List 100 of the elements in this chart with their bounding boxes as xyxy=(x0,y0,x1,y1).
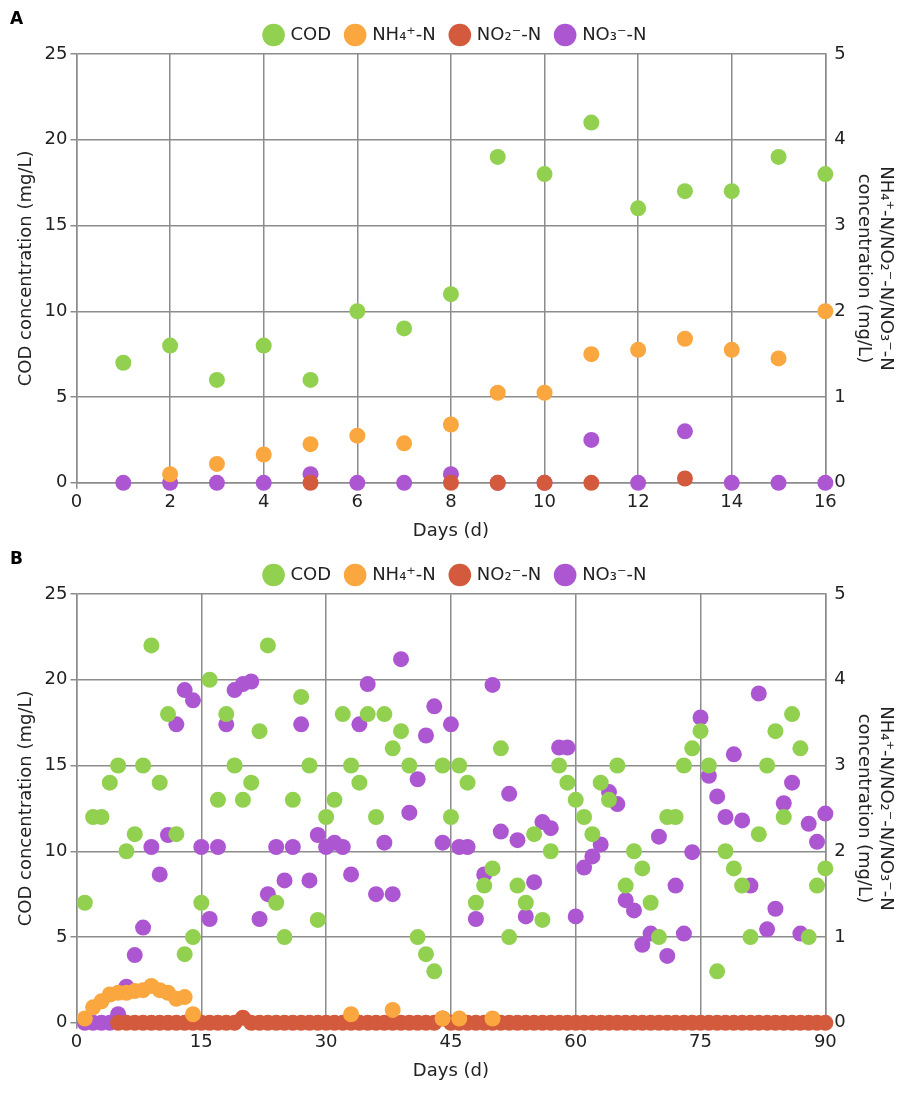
point xyxy=(208,474,225,491)
x-axis-title: Days (d) xyxy=(412,518,489,540)
point xyxy=(583,474,600,491)
point xyxy=(817,303,834,320)
point xyxy=(583,114,600,131)
point xyxy=(343,1006,360,1023)
y2-tick-label: 0 xyxy=(834,1010,846,1032)
y2-tick-label: 2 xyxy=(834,838,846,860)
x-tick-label: 6 xyxy=(351,490,364,512)
point xyxy=(162,337,179,354)
point xyxy=(396,435,413,452)
point xyxy=(302,474,319,491)
y2-axis-title: NH₄⁺-N/NO₂⁻-N/NO₃⁻-N concentration (mg/L) xyxy=(854,166,898,371)
point xyxy=(770,148,787,165)
y2-tick-label: 3 xyxy=(834,213,846,235)
x-tick-label: 14 xyxy=(720,490,744,512)
x-tick-label: 8 xyxy=(445,490,457,512)
chart-title: B xyxy=(10,548,23,568)
point xyxy=(349,474,366,491)
point xyxy=(442,474,459,491)
x-tick-label: 16 xyxy=(813,490,837,512)
x-tick-label: 4 xyxy=(257,490,270,512)
x-tick-label: 12 xyxy=(626,490,650,512)
point xyxy=(302,371,319,388)
x-tick-label: 10 xyxy=(533,490,556,512)
point xyxy=(770,350,787,367)
y2-tick-label: 1 xyxy=(834,384,846,406)
point xyxy=(255,446,272,463)
y-axis-title: COD concentration (mg/L) xyxy=(14,690,36,927)
point xyxy=(451,1010,468,1027)
point xyxy=(384,1001,401,1018)
x-tick-label: 15 xyxy=(189,1030,213,1052)
point xyxy=(255,337,272,354)
y2-tick-label: 4 xyxy=(834,127,846,149)
point xyxy=(630,200,647,217)
x-tick-label: 60 xyxy=(564,1030,588,1052)
point xyxy=(723,183,740,200)
x-axis-title: Days (d) xyxy=(412,1058,489,1080)
x-tick-label: 2 xyxy=(164,490,176,512)
x-tick-label: 75 xyxy=(689,1030,712,1052)
y2-tick-label: 5 xyxy=(834,41,846,63)
point xyxy=(723,474,740,491)
y-tick-label: 0 xyxy=(56,1010,68,1032)
y-axis-title: COD concentration (mg/L) xyxy=(14,150,36,387)
chart-title: A xyxy=(10,8,24,28)
x-tick-label: 45 xyxy=(439,1030,463,1052)
legend-label: NH₄⁺-N xyxy=(372,562,436,584)
point xyxy=(484,1010,501,1027)
point xyxy=(162,466,179,483)
y2-tick-label: 3 xyxy=(834,753,846,775)
point xyxy=(396,474,413,491)
x-tick-label: 0 xyxy=(70,490,83,512)
point xyxy=(396,320,413,337)
y-tick-label: 25 xyxy=(44,581,68,603)
point xyxy=(442,416,459,433)
point xyxy=(184,1006,201,1023)
point xyxy=(115,354,132,371)
point xyxy=(442,286,459,303)
point xyxy=(76,1010,93,1027)
x-tick-label: 90 xyxy=(813,1030,837,1052)
y-tick-label: 15 xyxy=(44,753,68,775)
point xyxy=(302,436,319,453)
point xyxy=(583,346,600,363)
y2-tick-label: 1 xyxy=(834,924,846,946)
legend-label: NO₃⁻-N xyxy=(582,22,647,44)
point xyxy=(676,423,693,440)
y-tick-label: 25 xyxy=(44,41,68,63)
point xyxy=(489,148,506,165)
point xyxy=(817,474,834,491)
point xyxy=(630,474,647,491)
y2-tick-label: 4 xyxy=(834,667,846,689)
point xyxy=(208,371,225,388)
y-tick-label: 20 xyxy=(44,667,68,689)
y-tick-label: 20 xyxy=(44,127,68,149)
y-tick-label: 10 xyxy=(44,298,68,320)
legend-label: COD xyxy=(290,22,332,44)
point xyxy=(723,341,740,358)
y-tick-label: 10 xyxy=(44,838,68,860)
point xyxy=(208,455,225,472)
y2-tick-label: 5 xyxy=(834,581,846,603)
y-tick-label: 15 xyxy=(44,213,68,235)
y-tick-label: 5 xyxy=(56,384,68,406)
point xyxy=(676,183,693,200)
point xyxy=(115,474,132,491)
y-tick-label: 5 xyxy=(56,924,68,946)
y2-tick-label: 2 xyxy=(834,298,846,320)
point xyxy=(489,384,506,401)
point xyxy=(817,166,834,183)
point xyxy=(583,431,600,448)
x-tick-label: 30 xyxy=(314,1030,338,1052)
legend-label: NO₃⁻-N xyxy=(582,562,647,584)
point xyxy=(255,474,272,491)
point xyxy=(630,341,647,358)
legend-label: NH₄⁺-N xyxy=(372,22,436,44)
point xyxy=(536,166,553,183)
legend-label: NO₂⁻-N xyxy=(476,562,542,584)
legend-label: COD xyxy=(290,562,332,584)
y2-tick-label: 0 xyxy=(834,470,846,492)
point xyxy=(676,330,693,347)
point xyxy=(770,474,787,491)
